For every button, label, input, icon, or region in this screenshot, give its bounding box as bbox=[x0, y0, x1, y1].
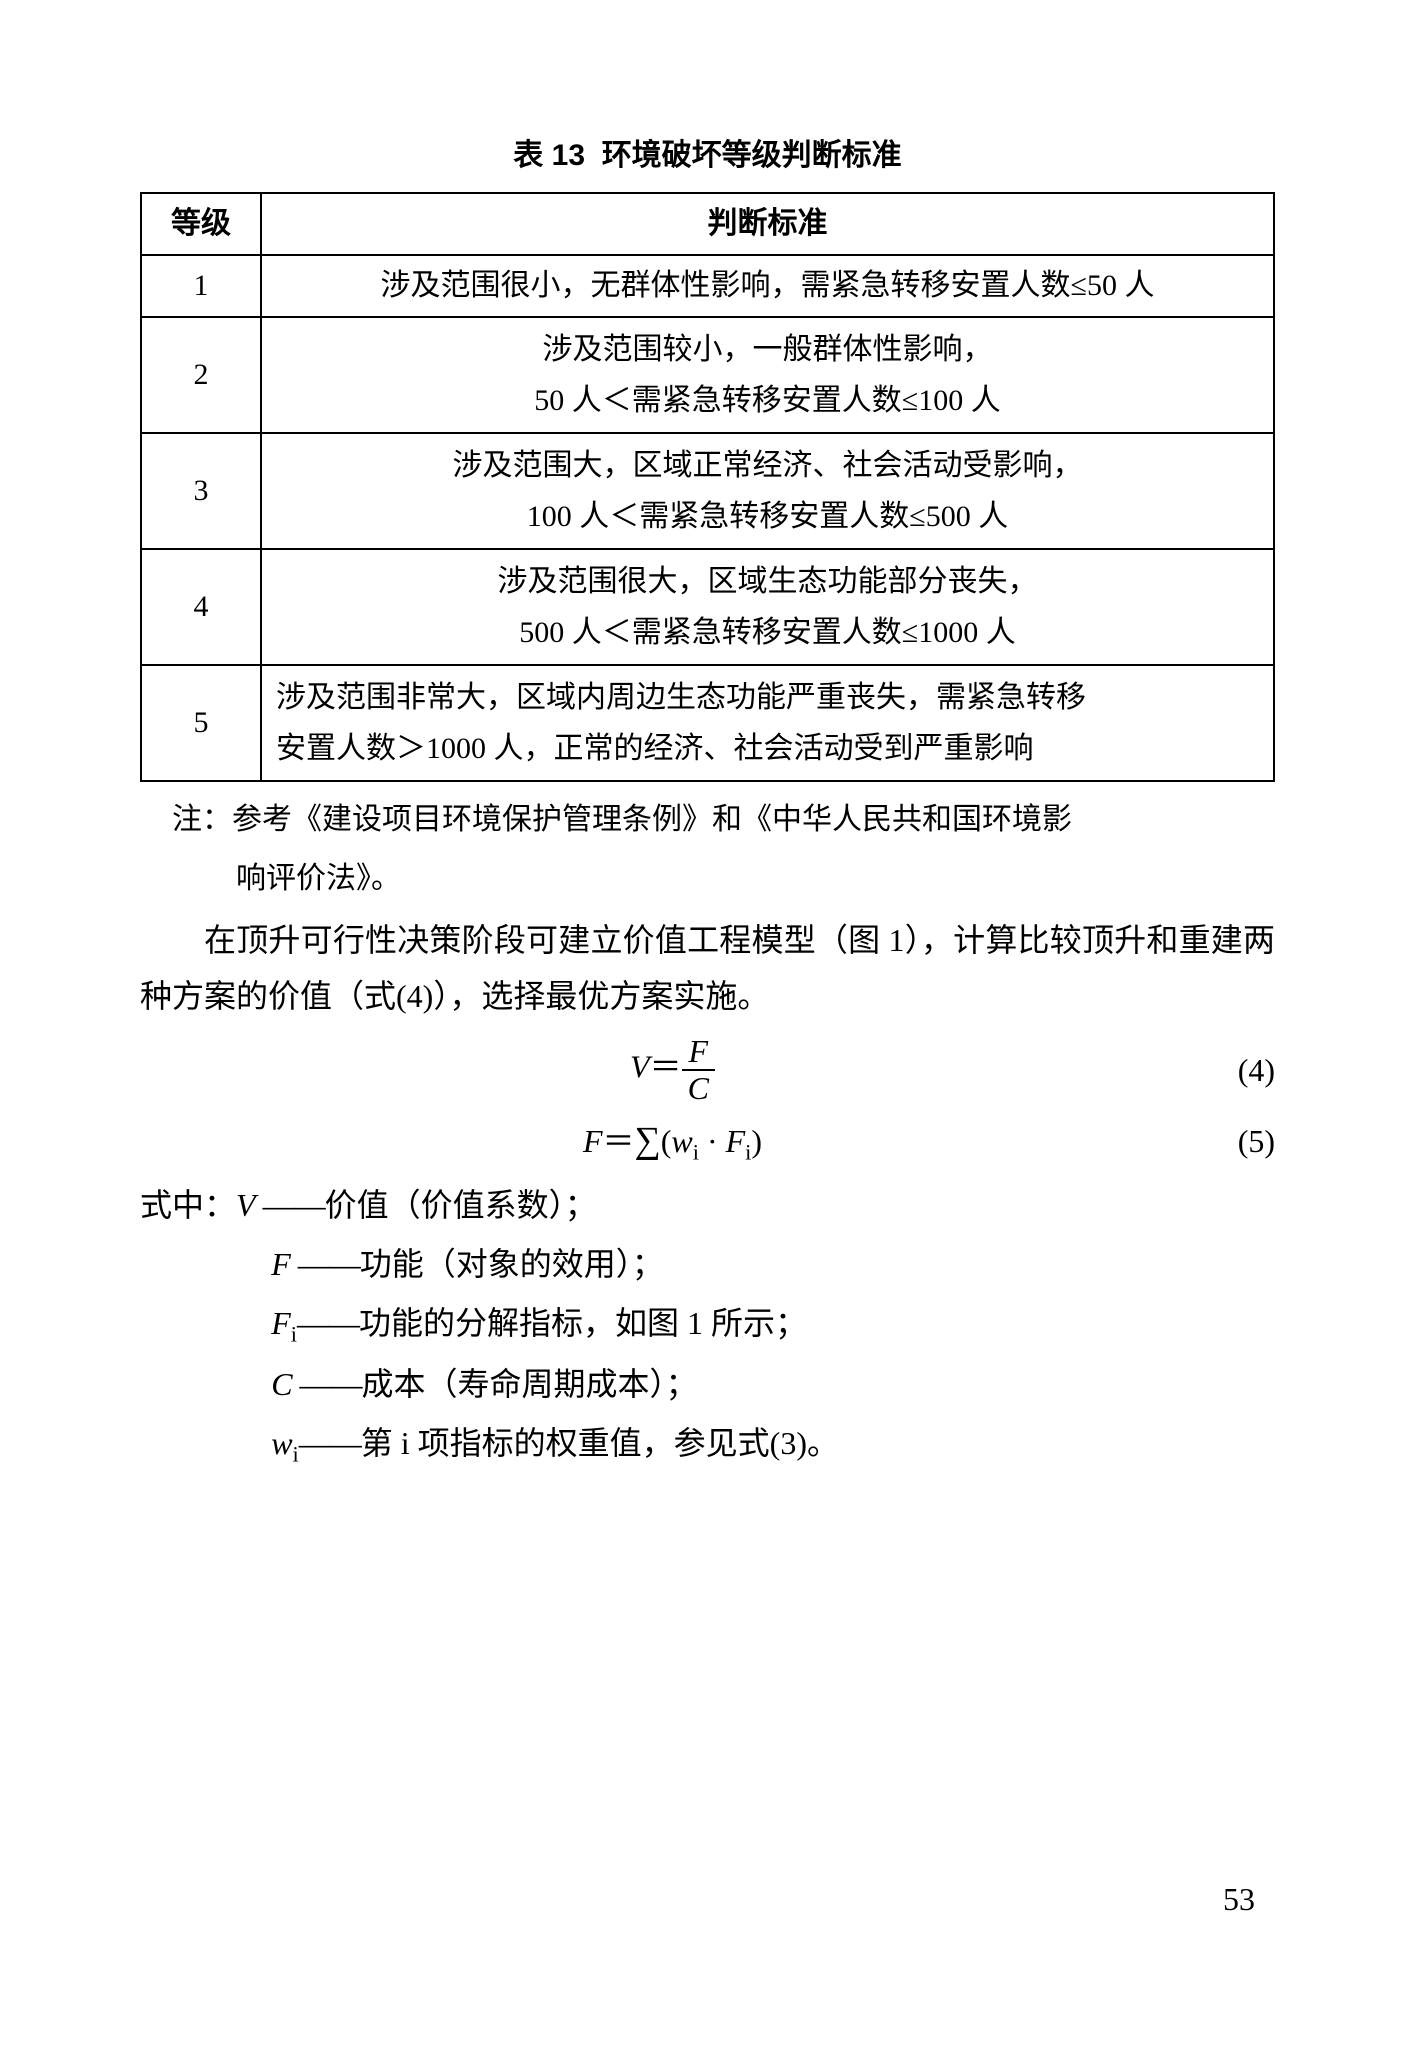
criteria-line: 50 人＜需紧急转移安置人数≤100 人 bbox=[534, 384, 1000, 417]
paren: ) bbox=[751, 1123, 762, 1159]
level-cell: 4 bbox=[141, 549, 261, 665]
criteria-table: 等级 判断标准 1 涉及范围很小，无群体性影响，需紧急转移安置人数≤50 人 2… bbox=[140, 192, 1275, 782]
sym: F bbox=[271, 1305, 291, 1341]
definition-line: 式中：V ——价值（价值系数）； bbox=[140, 1176, 1275, 1235]
formula-5-label: (5) bbox=[1205, 1123, 1275, 1160]
criteria-line: 涉及范围很大，区域生态功能部分丧失， bbox=[498, 565, 1038, 598]
definition-line: wi——第 i 项指标的权重值，参见式(3)。 bbox=[140, 1414, 1275, 1475]
note-label: 注： bbox=[172, 803, 232, 836]
para-line: 在顶升可行性决策阶段可建立价值工程模型（图 1），计算 bbox=[204, 922, 1018, 958]
formula-4-label: (4) bbox=[1205, 1052, 1275, 1089]
paren: ( bbox=[661, 1123, 672, 1159]
def-dash: —— bbox=[293, 1366, 362, 1402]
def-text: 成本（寿命周期成本）； bbox=[362, 1366, 698, 1402]
var-w: w bbox=[671, 1123, 692, 1159]
table-caption: 表 13 环境破坏等级判断标准 bbox=[140, 130, 1275, 174]
equals: ＝ bbox=[650, 1049, 682, 1085]
note-text-l1: 参考《建设项目环境保护管理条例》和《中华人民共和国环境影 bbox=[232, 803, 1072, 836]
definition-line: F ——功能（对象的效用）； bbox=[140, 1235, 1275, 1294]
definition-line: C ——成本（寿命周期成本）； bbox=[140, 1355, 1275, 1414]
table-row: 5 涉及范围非常大，区域内周边生态功能严重丧失，需紧急转移 安置人数＞1000 … bbox=[141, 665, 1274, 781]
formula-lhs: F bbox=[583, 1123, 603, 1159]
table-row: 4 涉及范围很大，区域生态功能部分丧失， 500 人＜需紧急转移安置人数≤100… bbox=[141, 549, 1274, 665]
def-dash: —— bbox=[299, 1425, 361, 1461]
formula-5: F＝∑(wi · Fi) (5) bbox=[140, 1116, 1275, 1165]
formula-4: V＝FC (4) bbox=[140, 1034, 1275, 1106]
numerator: F bbox=[682, 1034, 715, 1071]
def-prefix: 式中： bbox=[140, 1187, 236, 1223]
table-row: 1 涉及范围很小，无群体性影响，需紧急转移安置人数≤50 人 bbox=[141, 255, 1274, 317]
definition-line: Fi——功能的分解指标，如图 1 所示； bbox=[140, 1294, 1275, 1355]
col-criteria-header: 判断标准 bbox=[261, 193, 1274, 255]
def-text: 功能的分解指标，如图 1 所示； bbox=[359, 1305, 807, 1341]
caption-title: 环境破坏等级判断标准 bbox=[602, 139, 902, 172]
caption-prefix: 表 13 bbox=[513, 139, 585, 172]
def-symbol: Fi bbox=[271, 1294, 297, 1355]
body-paragraph: 在顶升可行性决策阶段可建立价值工程模型（图 1），计算比较顶升和重建两种方案的价… bbox=[140, 912, 1275, 1024]
definitions-block: 式中：V ——价值（价值系数）； F ——功能（对象的效用）； Fi——功能的分… bbox=[140, 1176, 1275, 1475]
dot: · bbox=[699, 1123, 726, 1159]
def-text: 功能（对象的效用）； bbox=[360, 1246, 664, 1282]
level-cell: 5 bbox=[141, 665, 261, 781]
equals: ＝ bbox=[602, 1123, 634, 1159]
def-symbol: wi bbox=[271, 1414, 299, 1475]
def-symbol: C bbox=[271, 1355, 292, 1414]
sum-sign: ∑ bbox=[635, 1119, 661, 1160]
criteria-line: 500 人＜需紧急转移安置人数≤1000 人 bbox=[519, 616, 1015, 649]
formula-5-content: F＝∑(wi · Fi) bbox=[140, 1116, 1205, 1165]
var-F: F bbox=[726, 1123, 746, 1159]
sym: w bbox=[271, 1425, 292, 1461]
criteria-line: 涉及范围较小，一般群体性影响， bbox=[543, 333, 993, 366]
level-cell: 2 bbox=[141, 317, 261, 433]
def-dash: —— bbox=[297, 1305, 359, 1341]
def-dash: —— bbox=[256, 1187, 325, 1223]
col-level-header: 等级 bbox=[141, 193, 261, 255]
table-header-row: 等级 判断标准 bbox=[141, 193, 1274, 255]
criteria-cell: 涉及范围很大，区域生态功能部分丧失， 500 人＜需紧急转移安置人数≤1000 … bbox=[261, 549, 1274, 665]
table-note: 注：参考《建设项目环境保护管理条例》和《中华人民共和国环境影 bbox=[170, 794, 1275, 845]
def-text: 价值（价值系数）； bbox=[325, 1187, 597, 1223]
def-symbol: V bbox=[236, 1176, 256, 1235]
table-row: 3 涉及范围大，区域正常经济、社会活动受影响， 100 人＜需紧急转移安置人数≤… bbox=[141, 433, 1274, 549]
table-row: 2 涉及范围较小，一般群体性影响， 50 人＜需紧急转移安置人数≤100 人 bbox=[141, 317, 1274, 433]
criteria-line: 安置人数＞1000 人，正常的经济、社会活动受到严重影响 bbox=[276, 732, 1034, 765]
level-cell: 1 bbox=[141, 255, 261, 317]
def-dash: —— bbox=[291, 1246, 360, 1282]
criteria-cell: 涉及范围很小，无群体性影响，需紧急转移安置人数≤50 人 bbox=[261, 255, 1274, 317]
def-symbol: F bbox=[271, 1235, 291, 1294]
page-number: 53 bbox=[1223, 1881, 1255, 1918]
table-note-l2: 响评价法》。 bbox=[140, 853, 1275, 904]
criteria-line: 涉及范围大，区域正常经济、社会活动受影响， bbox=[453, 449, 1083, 482]
formula-4-content: V＝FC bbox=[140, 1034, 1205, 1106]
denominator: C bbox=[682, 1071, 715, 1106]
criteria-cell: 涉及范围较小，一般群体性影响， 50 人＜需紧急转移安置人数≤100 人 bbox=[261, 317, 1274, 433]
criteria-line: 涉及范围非常大，区域内周边生态功能严重丧失，需紧急转移 bbox=[276, 681, 1086, 714]
def-text: 第 i 项指标的权重值，参见式(3)。 bbox=[361, 1425, 839, 1461]
fraction: FC bbox=[682, 1034, 715, 1106]
formula-lhs: V bbox=[630, 1049, 650, 1085]
criteria-line: 100 人＜需紧急转移安置人数≤500 人 bbox=[527, 500, 1008, 533]
criteria-cell: 涉及范围非常大，区域内周边生态功能严重丧失，需紧急转移 安置人数＞1000 人，… bbox=[261, 665, 1274, 781]
level-cell: 3 bbox=[141, 433, 261, 549]
criteria-cell: 涉及范围大，区域正常经济、社会活动受影响， 100 人＜需紧急转移安置人数≤50… bbox=[261, 433, 1274, 549]
